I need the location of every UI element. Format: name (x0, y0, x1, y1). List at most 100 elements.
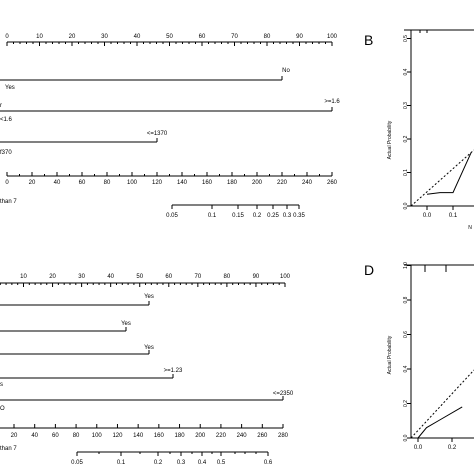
points-tick-label-c: 100 (280, 274, 291, 280)
points-tick-label: 0 (5, 34, 9, 40)
points-tick-label: 10 (36, 34, 43, 40)
cal-b-y-label: Actual Probability (387, 120, 393, 159)
cal-b-x-tick-label: 0.1 (449, 213, 458, 219)
cal-d-curve (417, 406, 463, 439)
total-points-tick-label-c: 160 (154, 433, 165, 439)
cal-d-x-tick-label: 0.2 (448, 445, 457, 451)
cal-b-x-label: N (468, 225, 472, 231)
var4-label-high-c: >=1.23 (164, 368, 183, 374)
total-points-tick-label: 80 (104, 180, 111, 186)
total-points-tick-label: 0 (5, 180, 9, 186)
points-tick-label-c: 40 (107, 274, 114, 280)
cal-d-y-tick-label: 0.8 (403, 296, 409, 303)
points-tick-label: 40 (134, 34, 141, 40)
risk-tick-label-c: 0.3 (177, 460, 186, 466)
risk-tick-label-c: 0.5 (217, 460, 226, 466)
var3-label-high: f370 (0, 150, 12, 156)
total-points-tick-label-c: 180 (175, 433, 186, 439)
cal-d-y-tick-label: 0.4 (403, 365, 409, 372)
cal-d-y-tick-label: 0.2 (403, 400, 409, 407)
cal-d-x-tick-label: 0.0 (414, 445, 423, 451)
total-points-tick-label: 40 (54, 180, 61, 186)
total-points-tick-label: 140 (177, 180, 188, 186)
risk-tick-label: 0.35 (293, 213, 305, 219)
cal-d-y-tick-label: 0.0 (403, 434, 409, 441)
points-tick-label: 60 (199, 34, 206, 40)
var5-label-high-c: <=2350 (273, 391, 294, 397)
points-tick-label-c: 70 (194, 274, 201, 280)
total-points-tick-label: 240 (302, 180, 313, 186)
points-tick-label-c: 20 (49, 274, 56, 280)
risk-tick-label-c: 0.1 (117, 460, 126, 466)
points-tick-label: 30 (101, 34, 108, 40)
total-points-tick-label-c: 20 (11, 433, 18, 439)
var2-label-c: Yes (121, 321, 131, 327)
cal-b-ideal-line (410, 149, 474, 207)
total-points-tick-label: 180 (227, 180, 238, 186)
cal-b-y-tick-label: 0.3 (403, 102, 409, 109)
total-points-tick-label-c: 80 (73, 433, 80, 439)
points-tick-label-c: 80 (224, 274, 231, 280)
panel-label-b: B (364, 32, 373, 48)
risk-row-label: than 7 (0, 199, 17, 205)
risk-row-label-c: than 7 (0, 446, 17, 452)
total-points-tick-label: 20 (29, 180, 36, 186)
risk-tick-label: 0.15 (232, 213, 244, 219)
var1-label-no: No (282, 68, 290, 74)
cal-b-curve (426, 152, 472, 195)
cal-d-y-tick-label: 0.6 (403, 331, 409, 338)
total-points-tick-label-c: 260 (257, 433, 268, 439)
var4-label-low-c: s (0, 382, 3, 388)
total-points-tick-label-c: 140 (133, 433, 144, 439)
points-tick-label: 90 (296, 34, 303, 40)
cal-b-y-tick-label: 0.4 (403, 68, 409, 75)
var2-label-low: <1.6 (0, 117, 13, 123)
points-tick-label: 100 (327, 34, 338, 40)
var2-label-high: >=1.6 (324, 99, 340, 105)
points-tick-label: 50 (166, 34, 173, 40)
var3-label-low: <=1370 (147, 131, 168, 137)
risk-tick-label: 0.1 (208, 213, 217, 219)
total-points-tick-label: 120 (152, 180, 163, 186)
risk-tick-label-c: 0.2 (154, 460, 163, 466)
cal-b-y-tick-label: 0.5 (403, 35, 409, 42)
risk-tick-label-c: 0.4 (198, 460, 207, 466)
risk-tick-label: 0.25 (267, 213, 279, 219)
var3-label-c: Yes (144, 345, 154, 351)
risk-tick-label: 0.3 (283, 213, 292, 219)
total-points-tick-label: 220 (277, 180, 288, 186)
cal-d-y-tick-label: 1.0 (403, 262, 409, 269)
total-points-tick-label: 60 (79, 180, 86, 186)
total-points-tick-label: 160 (202, 180, 213, 186)
risk-tick-label-c: 0.6 (264, 460, 273, 466)
risk-tick-label-c: 0.05 (71, 460, 83, 466)
points-tick-label: 70 (231, 34, 238, 40)
points-tick-label-c: 90 (253, 274, 260, 280)
points-tick-label-c: 50 (136, 274, 143, 280)
total-points-tick-label-c: 60 (52, 433, 59, 439)
cal-b-y-tick-label: 0.0 (403, 202, 409, 209)
cal-d-y-label: Actual Probability (387, 335, 393, 374)
total-points-tick-label-c: 280 (278, 433, 289, 439)
points-tick-label: 20 (69, 34, 76, 40)
total-points-tick-label: 200 (252, 180, 263, 186)
total-points-tick-label: 100 (127, 180, 138, 186)
var2-label-r: r (0, 103, 2, 109)
total-points-tick-label-c: 240 (237, 433, 248, 439)
risk-tick-label: 0.2 (253, 213, 262, 219)
var5-label-low-c: O (0, 406, 5, 412)
cal-d-ideal-line (410, 369, 474, 439)
total-points-tick-label-c: 120 (112, 433, 123, 439)
cal-b-y-tick-label: 0.1 (403, 169, 409, 176)
total-points-tick-label: 260 (327, 180, 338, 186)
panel-label-d: D (364, 262, 374, 278)
var1-label-yes: Yes (5, 85, 15, 91)
cal-b-y-tick-label: 0.2 (403, 135, 409, 142)
points-tick-label-c: 10 (20, 274, 27, 280)
total-points-tick-label-c: 100 (92, 433, 103, 439)
points-tick-label: 80 (264, 34, 271, 40)
total-points-tick-label-c: 40 (31, 433, 38, 439)
var1-label-c: Yes (144, 294, 154, 300)
total-points-tick-label-c: 220 (216, 433, 227, 439)
